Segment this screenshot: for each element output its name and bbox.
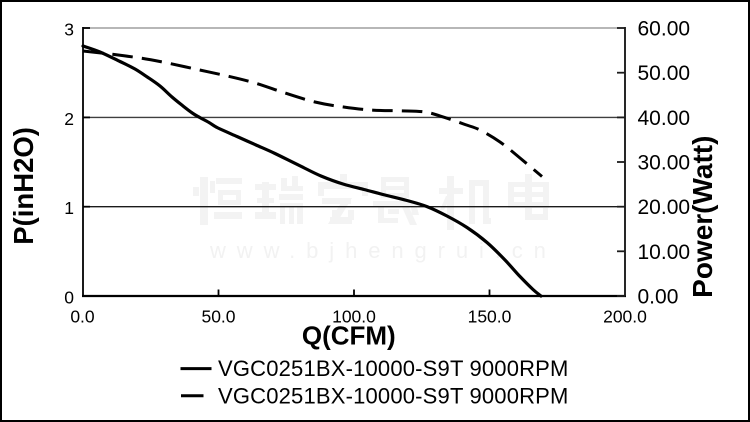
svg-text:30.00: 30.00 (638, 152, 691, 175)
svg-text:Q(CFM): Q(CFM) (302, 321, 396, 351)
svg-text:150.0: 150.0 (468, 306, 512, 326)
svg-text:40.00: 40.00 (638, 107, 691, 130)
svg-text:50.00: 50.00 (638, 62, 691, 85)
svg-text:P(inH2O): P(inH2O) (8, 127, 39, 245)
svg-text:0.0: 0.0 (70, 306, 95, 326)
svg-text:60.00: 60.00 (638, 18, 691, 41)
svg-text:Power(Watt): Power(Watt) (687, 136, 718, 298)
svg-text:0: 0 (64, 287, 74, 307)
svg-text:1: 1 (64, 198, 74, 218)
svg-text:20.00: 20.00 (638, 196, 691, 219)
svg-text:100.0: 100.0 (332, 306, 376, 326)
svg-text:10.00: 10.00 (638, 241, 691, 264)
svg-text:VGC0251BX-10000-S9T 9000RPM: VGC0251BX-10000-S9T 9000RPM (218, 384, 569, 409)
svg-text:50.0: 50.0 (201, 306, 235, 326)
svg-text:200.0: 200.0 (603, 306, 647, 326)
svg-text:0.00: 0.00 (638, 286, 679, 309)
svg-text:www.bjhengrui.cn: www.bjhengrui.cn (209, 238, 557, 263)
svg-text:3: 3 (64, 19, 74, 39)
svg-text:2: 2 (64, 109, 74, 129)
svg-text:VGC0251BX-10000-S9T 9000RPM: VGC0251BX-10000-S9T 9000RPM (218, 356, 569, 381)
